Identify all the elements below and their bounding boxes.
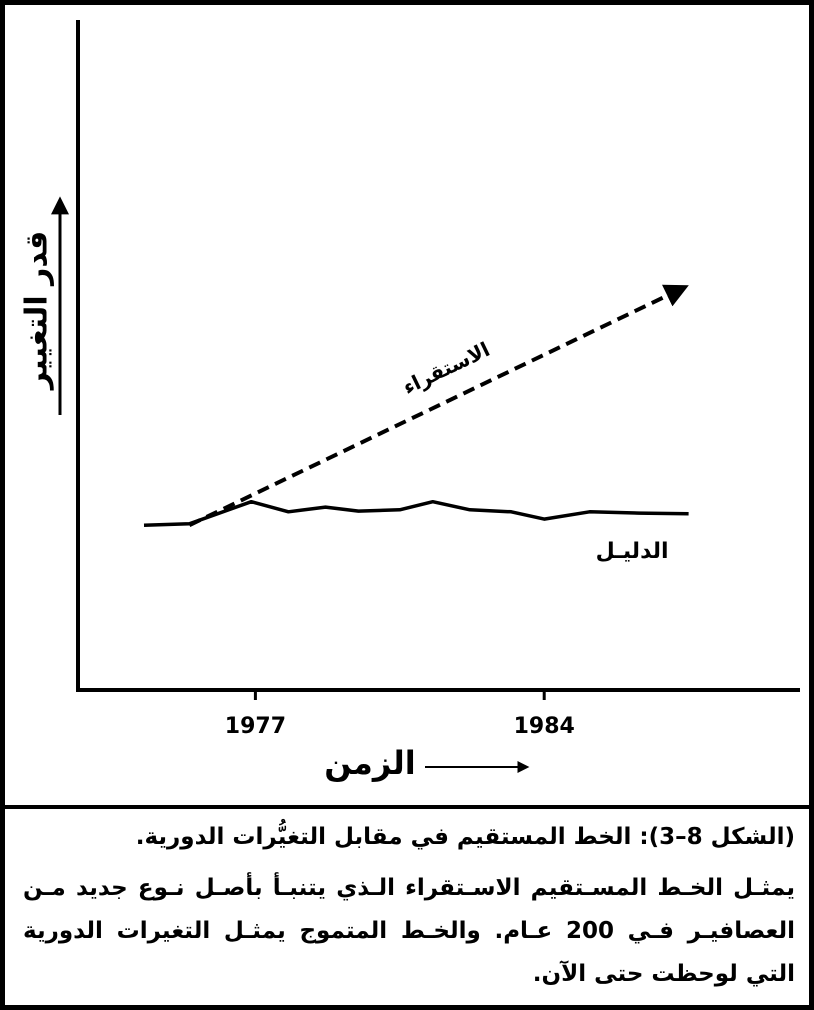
caption-body: يمثـل الخـط المسـتقيم الاسـتقراء الـذي ي…	[23, 875, 795, 987]
x-tick-label: 1977	[225, 714, 286, 739]
chart: قدر التغيير الزمن 1977 1984 الاستقراء الدلي…	[20, 20, 800, 782]
series-line	[143, 499, 689, 527]
divider	[5, 805, 809, 809]
series-label: الدليـل	[596, 539, 669, 564]
series-label: الاستقراء	[399, 337, 494, 399]
caption-title: (الشكل 8–3): الخط المستقيم في مقابل التغ…	[135, 824, 795, 850]
x-tick-label: 1984	[514, 714, 575, 739]
caption: (الشكل 8–3): الخط المستقيم في مقابل التغ…	[23, 819, 795, 996]
y-axis-label: قدر التغيير	[20, 231, 55, 392]
series-line	[188, 284, 689, 528]
x-axis-label: الزمن	[324, 744, 416, 782]
